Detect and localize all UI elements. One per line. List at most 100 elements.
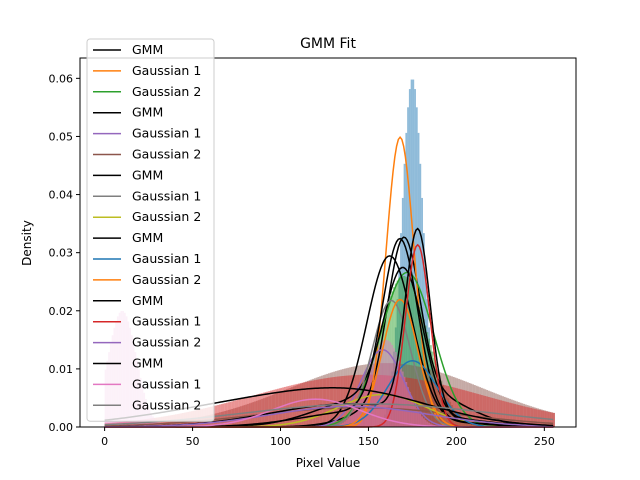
histogram-bar [259, 393, 262, 427]
x-axis-label: Pixel Value [296, 456, 361, 470]
histogram-bar [451, 386, 453, 427]
legend-label: GMM [132, 293, 163, 308]
histogram-bar [403, 376, 406, 427]
histogram-bar [433, 382, 436, 427]
histogram-bar [458, 388, 460, 427]
x-tick-label: 100 [270, 435, 291, 448]
x-tick-label: 0 [101, 435, 108, 448]
histogram-bar [310, 380, 313, 427]
histogram-bar [305, 381, 307, 427]
histogram-bar [401, 371, 404, 427]
histogram-bar [287, 386, 290, 427]
histogram-bar [292, 384, 295, 427]
histogram-bar [415, 107, 418, 427]
histogram-bar [319, 379, 321, 427]
legend-label: Gaussian 2 [132, 272, 201, 287]
histogram-bar [324, 378, 327, 427]
y-tick-label: 0.03 [49, 247, 74, 260]
histogram-bar [349, 416, 351, 427]
histogram-bar [298, 383, 300, 427]
histogram-bar [354, 408, 357, 427]
legend-label: Gaussian 2 [132, 147, 201, 162]
histogram-bar [419, 413, 422, 427]
histogram-bar [294, 384, 297, 427]
legend-label: Gaussian 2 [132, 209, 201, 224]
legend-label: Gaussian 1 [132, 63, 201, 78]
legend-box [86, 38, 215, 422]
histogram-bar [422, 418, 425, 427]
histogram-bar [285, 386, 288, 427]
histogram-bar [417, 132, 420, 427]
histogram-bar [424, 420, 427, 427]
histogram-bar [440, 384, 443, 427]
histogram-bar [412, 287, 415, 427]
histogram-bar [479, 394, 482, 427]
histogram-bar [345, 375, 348, 427]
histogram-bar [320, 378, 323, 427]
histogram-bar [306, 381, 309, 427]
histogram-bar [401, 276, 404, 427]
histogram-bar [366, 376, 369, 427]
histogram-bar [261, 393, 263, 427]
histogram-bar [407, 107, 409, 427]
histogram-bar [157, 422, 160, 427]
histogram-bar [299, 383, 302, 427]
histogram-bar [347, 375, 350, 427]
histogram-bar [466, 391, 469, 427]
histogram-bar [342, 422, 344, 427]
histogram-bar [407, 387, 409, 427]
y-tick-label: 0.05 [49, 130, 74, 143]
histogram-bar [328, 377, 330, 427]
histogram-bar [264, 392, 267, 427]
histogram-bar [326, 378, 328, 427]
histogram-bar [345, 420, 348, 427]
histogram-bar [284, 386, 286, 427]
histogram-bar [315, 379, 318, 427]
histogram-bar [266, 391, 269, 427]
histogram-bar [254, 395, 256, 427]
legend: GMM Gaussian 1 Gaussian 2 GMM Gaussian 1 Gaus… [86, 38, 215, 422]
histogram-bar [415, 408, 418, 427]
histogram-bar [553, 412, 555, 427]
chart-title: GMM Fit [300, 36, 356, 52]
histogram-bar [282, 387, 285, 427]
histogram-bar [380, 342, 383, 427]
histogram-bar [350, 413, 353, 427]
histogram-bar [331, 377, 334, 427]
legend-label: GMM [132, 230, 163, 245]
legend-label: GMM [132, 356, 163, 371]
histogram-bar [482, 395, 485, 427]
histogram-bar [301, 382, 304, 427]
histogram-bar [393, 348, 395, 427]
histogram-bar [317, 379, 320, 427]
histogram-bar [252, 395, 255, 427]
plot-frame [79, 57, 577, 428]
histogram-bar [387, 340, 390, 427]
y-tick-label: 0.00 [49, 421, 74, 434]
histogram-bar [153, 418, 156, 427]
histogram-bar [398, 361, 401, 427]
histogram-bar [417, 411, 420, 427]
histogram-bar [414, 291, 416, 427]
histogram-bar [454, 387, 457, 427]
histogram-bar [405, 276, 408, 427]
legend-label: GMM [132, 42, 163, 57]
histogram-bar [407, 278, 409, 427]
histogram-bar [313, 380, 316, 427]
legend-label: Gaussian 1 [132, 376, 201, 391]
series-15-line [104, 405, 554, 428]
legend-label: Gaussian 1 [132, 251, 201, 266]
histogram-bar [456, 388, 459, 427]
histogram-bar [342, 375, 344, 427]
histogram-bar [417, 301, 420, 427]
histogram-bar [396, 280, 399, 427]
histogram-bar [475, 393, 478, 427]
histogram-bar [419, 379, 422, 427]
histogram-bar [473, 393, 476, 427]
histogram-bar [430, 381, 432, 427]
x-tick-label: 250 [534, 435, 555, 448]
x-axis-ticks: 0 50 100 150 200 250 [101, 427, 555, 448]
y-tick-label: 0.04 [49, 189, 74, 202]
legend-label: Gaussian 1 [132, 314, 201, 329]
